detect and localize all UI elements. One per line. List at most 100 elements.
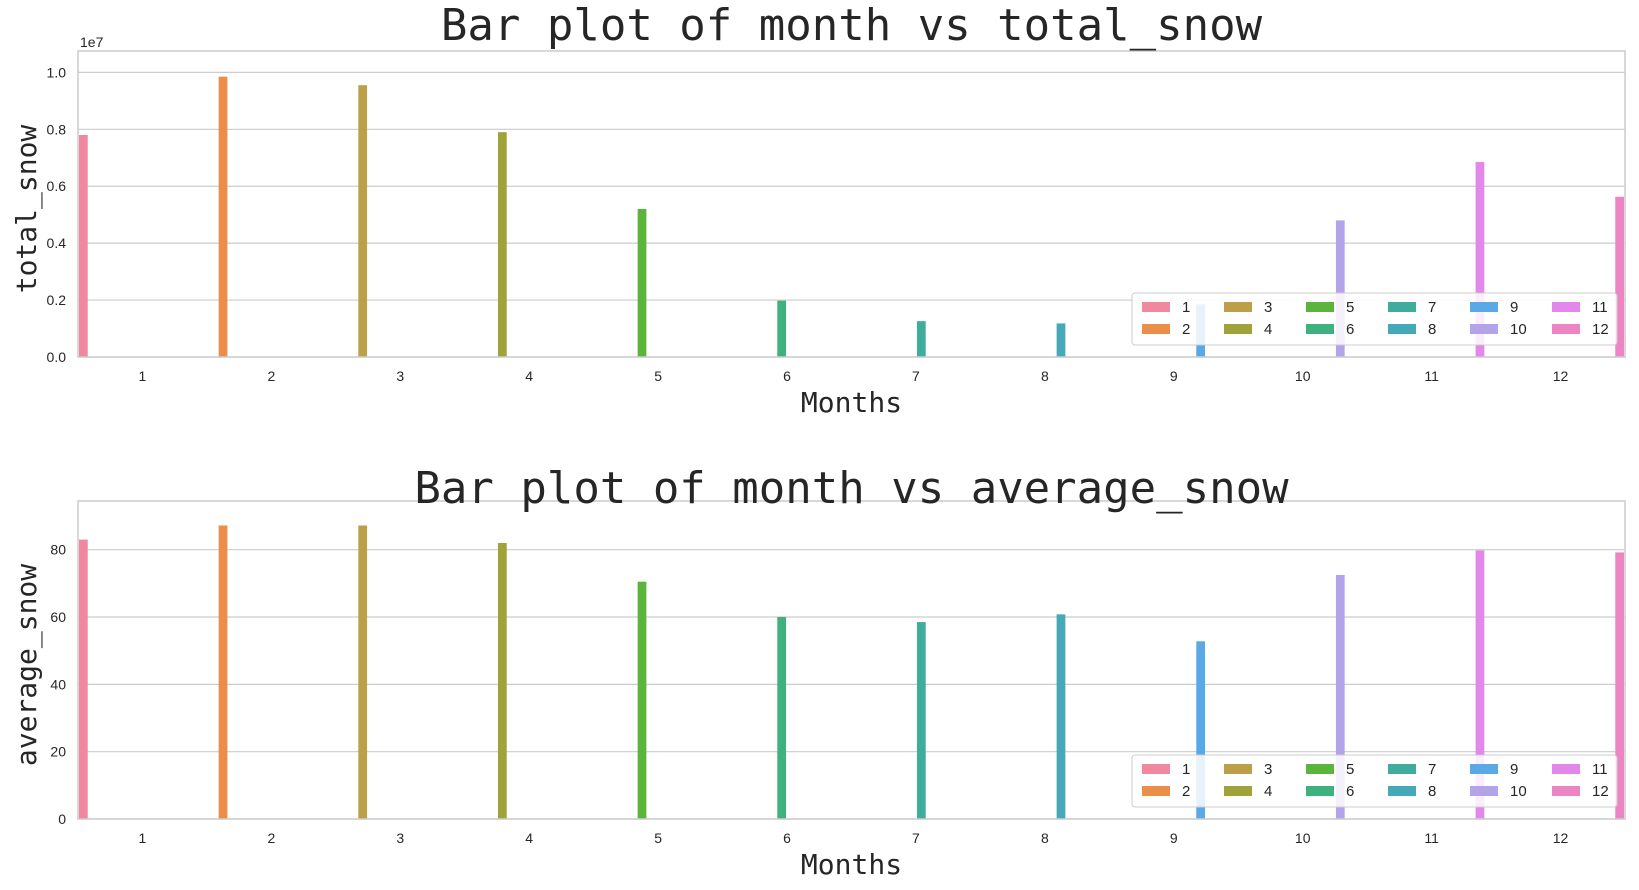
y-tick-label: 0.2 xyxy=(47,292,67,308)
legend-swatch-8 xyxy=(1388,324,1416,334)
legend-swatch-5 xyxy=(1306,302,1334,312)
y-tick-label: 60 xyxy=(50,609,66,625)
x-tick-label: 1 xyxy=(139,830,147,846)
bar-month-4 xyxy=(497,542,507,819)
chart-title: Bar plot of month vs total_snow xyxy=(441,0,1263,51)
legend-label: 3 xyxy=(1264,299,1272,316)
legend-label: 12 xyxy=(1592,321,1609,338)
legend-swatch-6 xyxy=(1306,786,1334,796)
x-tick-label: 3 xyxy=(396,368,404,384)
legend-label: 7 xyxy=(1428,299,1436,316)
y-offset-label: 1e7 xyxy=(80,34,104,50)
y-tick-label: 40 xyxy=(50,676,66,692)
bar-month-3 xyxy=(358,85,368,357)
legend-swatch-7 xyxy=(1388,302,1416,312)
x-tick-label: 1 xyxy=(139,368,147,384)
bar-month-10 xyxy=(1335,220,1345,357)
chart-title: Bar plot of month vs average_snow xyxy=(414,463,1289,514)
y-tick-label: 1.0 xyxy=(47,64,67,80)
x-tick-label: 3 xyxy=(396,830,404,846)
x-tick-label: 12 xyxy=(1553,830,1569,846)
y-tick-label: 0.0 xyxy=(47,349,67,365)
y-tick-label: 0.6 xyxy=(47,178,67,194)
y-tick-label: 20 xyxy=(50,744,66,760)
x-tick-label: 9 xyxy=(1170,368,1178,384)
legend-swatch-1 xyxy=(1142,302,1170,312)
y-axis-label: total_snow xyxy=(10,125,44,294)
bar-month-7 xyxy=(916,622,926,819)
legend-swatch-10 xyxy=(1470,324,1498,334)
x-tick-label: 4 xyxy=(525,368,533,384)
x-tick-label: 2 xyxy=(267,830,275,846)
bar-month-2 xyxy=(218,76,228,358)
legend-label: 9 xyxy=(1510,299,1518,316)
bar-month-8 xyxy=(1056,614,1066,819)
x-axis-label: Months xyxy=(801,386,902,419)
legend-label: 4 xyxy=(1264,783,1272,800)
legend-swatch-1 xyxy=(1142,764,1170,774)
legend-label: 2 xyxy=(1182,321,1190,338)
bar-month-12 xyxy=(1615,196,1624,357)
legend-label: 4 xyxy=(1264,321,1272,338)
bar-month-2 xyxy=(218,525,228,819)
plot-frame xyxy=(77,500,1626,820)
legend-label: 12 xyxy=(1592,783,1609,800)
x-tick-label: 10 xyxy=(1295,368,1311,384)
bar-month-8 xyxy=(1056,323,1066,357)
legend-swatch-11 xyxy=(1552,764,1580,774)
legend-label: 11 xyxy=(1592,299,1608,316)
legend-swatch-6 xyxy=(1306,324,1334,334)
x-tick-label: 6 xyxy=(783,368,791,384)
x-tick-label: 5 xyxy=(654,830,662,846)
bar-month-10 xyxy=(1335,574,1345,819)
y-tick-label: 80 xyxy=(50,542,66,558)
bar-month-1 xyxy=(79,539,88,819)
legend-label: 5 xyxy=(1346,761,1354,778)
legend-label: 7 xyxy=(1428,761,1436,778)
y-axis-label: average_snow xyxy=(10,564,44,766)
legend-label: 3 xyxy=(1264,761,1272,778)
legend-swatch-7 xyxy=(1388,764,1416,774)
y-tick-label: 0.4 xyxy=(47,235,67,251)
legend-label: 9 xyxy=(1510,761,1518,778)
legend-swatch-9 xyxy=(1470,764,1498,774)
bar-month-12 xyxy=(1615,552,1624,819)
bar-month-1 xyxy=(79,135,88,357)
legend-swatch-8 xyxy=(1388,786,1416,796)
legend-box xyxy=(1131,754,1618,808)
bar-month-6 xyxy=(777,617,787,819)
y-tick-label: 0.8 xyxy=(47,121,67,137)
legend-swatch-2 xyxy=(1142,786,1170,796)
y-tick-label: 0 xyxy=(58,811,66,827)
legend-swatch-3 xyxy=(1224,764,1252,774)
legend-swatch-2 xyxy=(1142,324,1170,334)
x-tick-label: 11 xyxy=(1424,368,1439,384)
x-tick-label: 10 xyxy=(1295,830,1311,846)
x-tick-label: 7 xyxy=(912,830,920,846)
bar-month-11 xyxy=(1475,550,1485,819)
bar-month-7 xyxy=(916,321,926,357)
bar-month-4 xyxy=(497,132,507,357)
x-tick-label: 7 xyxy=(912,368,920,384)
legend-label: 8 xyxy=(1428,321,1436,338)
legend-swatch-11 xyxy=(1552,302,1580,312)
bar-month-5 xyxy=(637,581,647,819)
bar-month-3 xyxy=(358,525,368,819)
legend-label: 6 xyxy=(1346,783,1354,800)
legend-swatch-5 xyxy=(1306,764,1334,774)
legend-swatch-4 xyxy=(1224,786,1252,796)
legend-label: 8 xyxy=(1428,783,1436,800)
x-tick-label: 11 xyxy=(1424,830,1439,846)
legend-box xyxy=(1131,292,1618,346)
bar-month-9 xyxy=(1196,641,1206,819)
legend-label: 11 xyxy=(1592,761,1608,778)
x-tick-label: 9 xyxy=(1170,830,1178,846)
legend-label: 1 xyxy=(1182,299,1190,316)
plot-frame xyxy=(77,50,1626,358)
bar-month-5 xyxy=(637,209,647,357)
legend-label: 6 xyxy=(1346,321,1354,338)
